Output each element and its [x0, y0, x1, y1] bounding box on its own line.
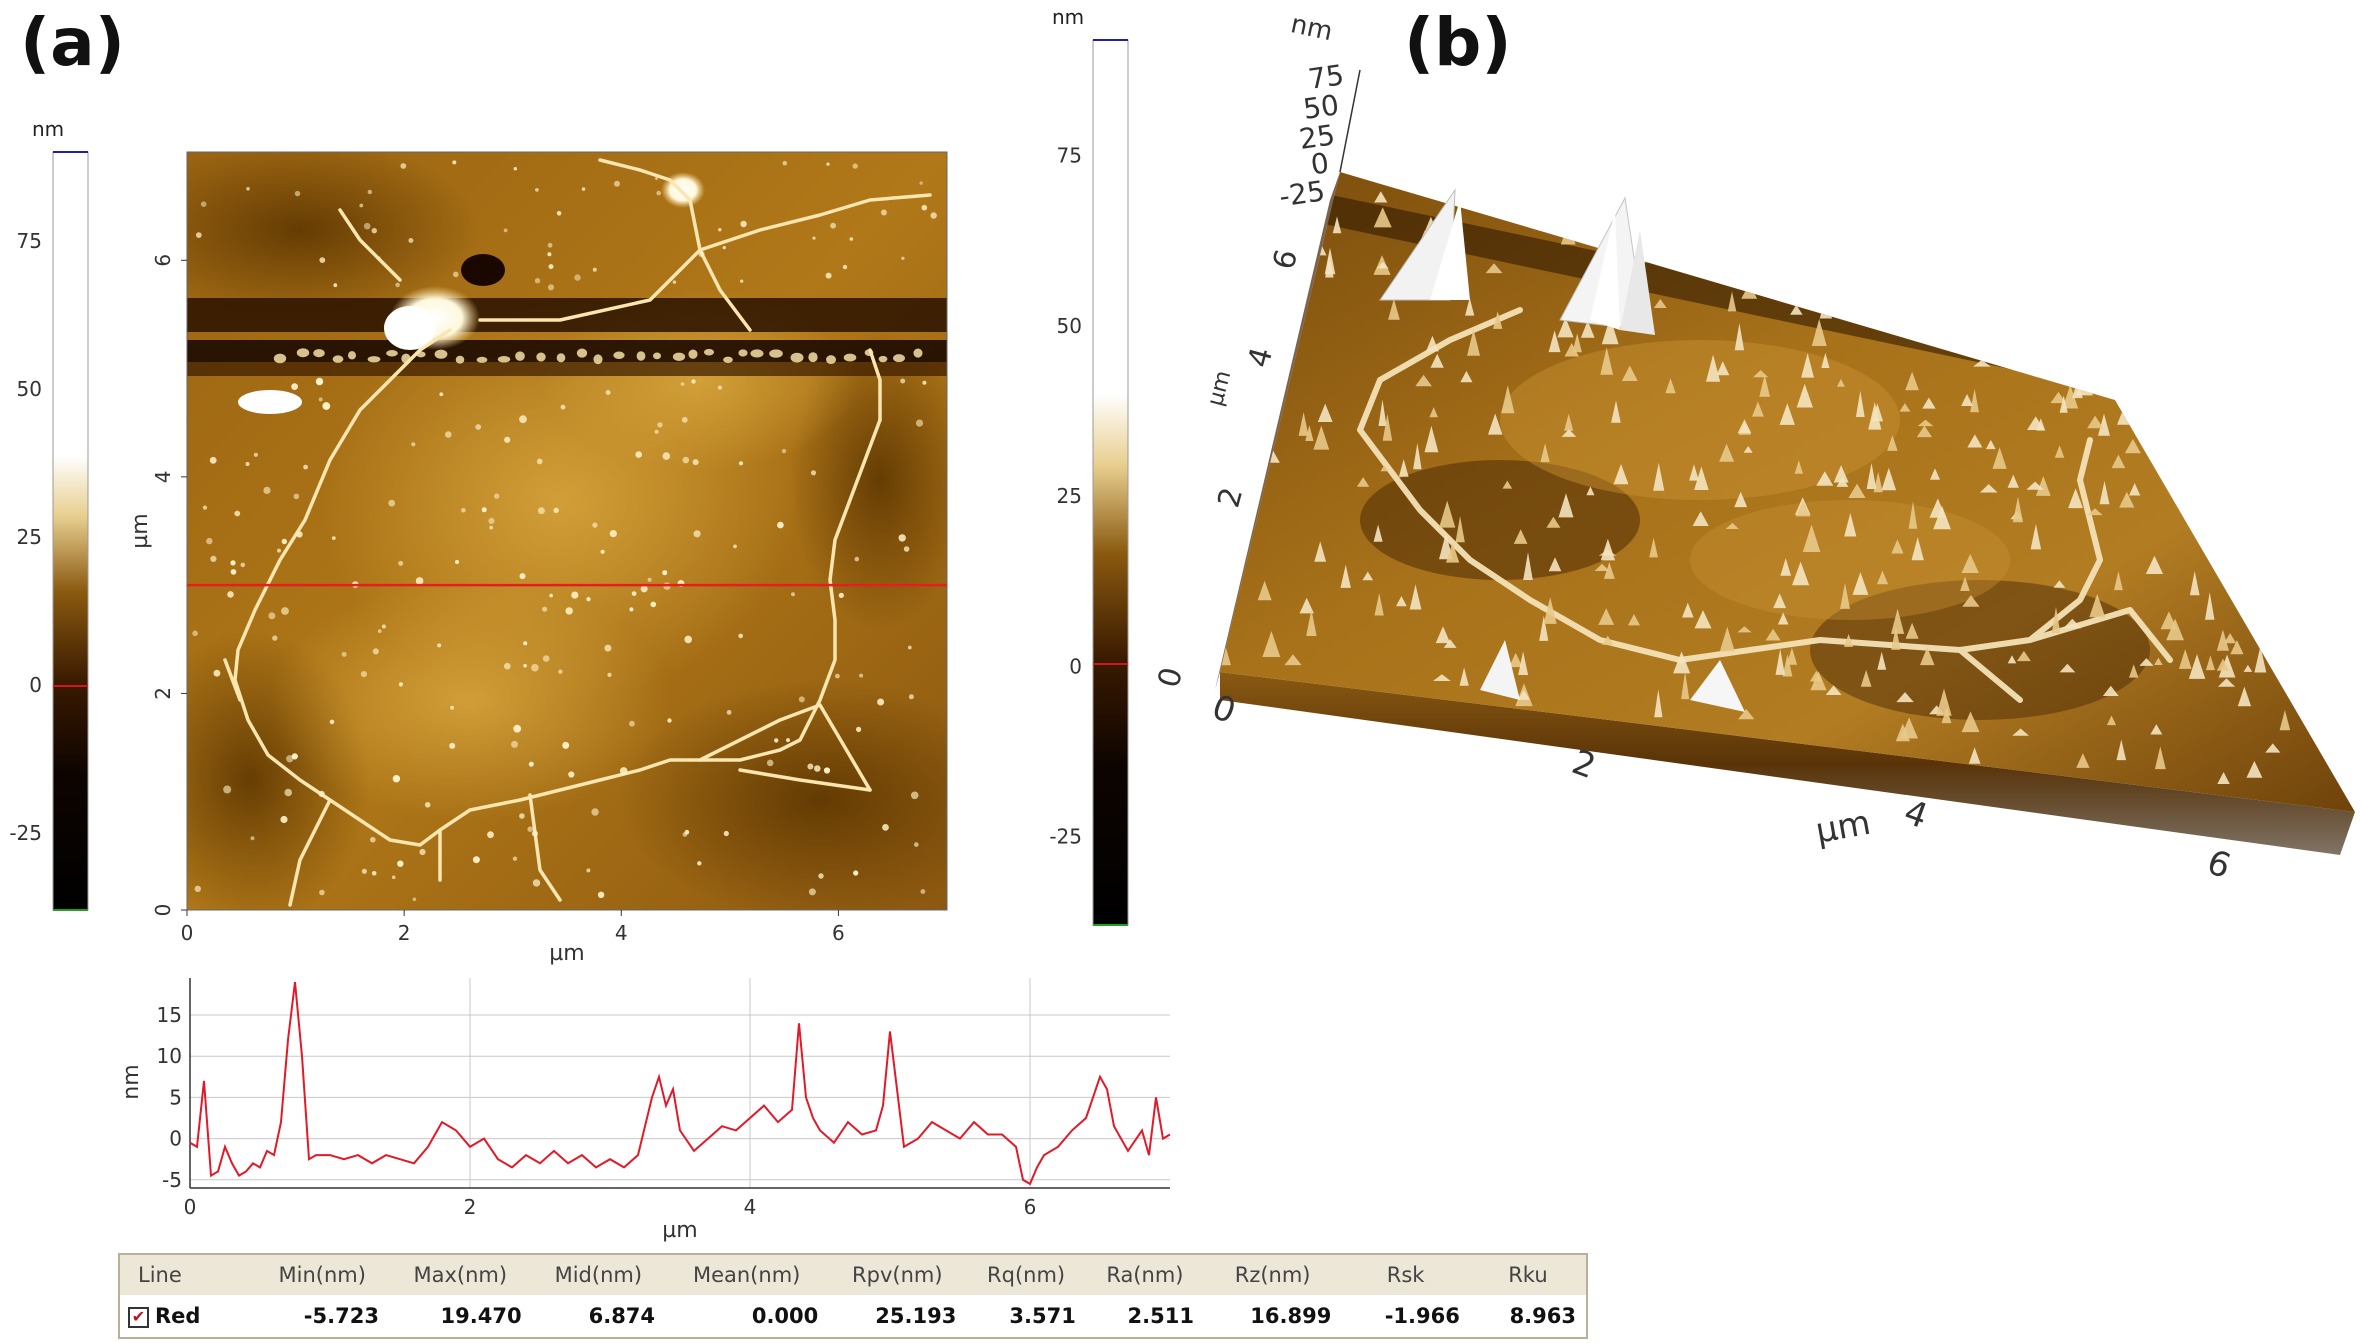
- roughness-stats-table: Line Min(nm) Max(nm) Mid(nm) Mean(nm) Rpv(nm)…: [118, 1253, 1588, 1339]
- stats-value-cell: 3.571: [1009, 1304, 1076, 1328]
- stats-header-cell: Rku: [1469, 1254, 1587, 1295]
- colorbar-tick: 50: [17, 377, 42, 401]
- colorbar-a-unit: nm: [32, 117, 64, 141]
- colorbar-b-ticks: 75 50 25 0 -25: [1049, 144, 1082, 849]
- colorbar-tick: 0: [29, 673, 42, 697]
- stats-value-cell: -1.966: [1384, 1304, 1460, 1328]
- afm-x-tick: 0: [181, 921, 194, 945]
- colorbar-tick: 25: [1057, 484, 1082, 508]
- colorbar-tick: 0: [1069, 654, 1082, 678]
- afm-x-tick: 6: [832, 921, 845, 945]
- stats-header-cell: Rpv(nm): [828, 1254, 967, 1295]
- colorbar-tick: 75: [17, 229, 42, 253]
- stats-value-cell: 19.470: [440, 1304, 522, 1328]
- afm-y-tick: 4: [151, 470, 175, 483]
- afm-axes: 0 2 4 6 0 2 4 6: [151, 254, 845, 945]
- stats-header-cell: Rz(nm): [1203, 1254, 1342, 1295]
- stats-header-cell: Rq(nm): [966, 1254, 1086, 1295]
- line-checkbox[interactable]: ✔: [128, 1306, 149, 1328]
- colorbar-tick: 75: [1057, 144, 1082, 168]
- stats-header-cell: Ra(nm): [1085, 1254, 1204, 1295]
- afm-height-image: [186, 151, 948, 911]
- colorbar-a-ticks: 75 50 25 0 -25: [9, 229, 42, 845]
- stats-header-cell: Min(nm): [255, 1254, 389, 1295]
- afm-y-tick: 0: [151, 904, 175, 917]
- stats-header-cell: Mean(nm): [665, 1254, 829, 1295]
- afm-y-tick: 6: [151, 254, 175, 267]
- panel-label-a: (a): [20, 4, 125, 81]
- stats-header-row: Line Min(nm) Max(nm) Mid(nm) Mean(nm) Rpv(nm)…: [119, 1254, 1587, 1295]
- stats-header-cell: Rsk: [1341, 1254, 1470, 1295]
- afm-y-label: µm: [128, 513, 153, 548]
- stats-header-cell: Mid(nm): [531, 1254, 666, 1295]
- afm-y-tick: 2: [151, 687, 175, 700]
- stats-header-cell: Max(nm): [388, 1254, 532, 1295]
- stats-value-cell: 0.000: [751, 1304, 819, 1328]
- stats-value-cell: -5.723: [303, 1304, 379, 1328]
- stats-value-cell: 25.193: [875, 1304, 957, 1328]
- colorbar-tick: -25: [9, 821, 42, 845]
- colorbar-tick: 25: [17, 525, 42, 549]
- stats-value-cell: 6.874: [588, 1304, 656, 1328]
- panel-label-b: (b): [1404, 4, 1512, 81]
- colorbar-tick: 50: [1057, 314, 1082, 338]
- stats-data-row[interactable]: ✔ Red -5.723 19.470 6.874 0.000 25.193 3.571 2.5…: [119, 1295, 1587, 1338]
- stats-header-cell: Line: [119, 1254, 256, 1295]
- afm-x-tick: 4: [615, 921, 628, 945]
- stats-value-cell: 8.963: [1509, 1304, 1576, 1328]
- colorbar-a: [52, 151, 89, 911]
- colorbar-b-unit: nm: [1052, 5, 1084, 29]
- stats-line-cell: ✔ Red: [119, 1295, 255, 1338]
- stats-value-cell: 16.899: [1250, 1304, 1332, 1328]
- afm-x-tick: 2: [398, 921, 411, 945]
- line-name: Red: [155, 1304, 201, 1328]
- colorbar-b: [1092, 39, 1129, 926]
- afm-x-label: µm: [549, 941, 584, 966]
- colorbar-tick: -25: [1049, 825, 1082, 849]
- stats-value-cell: 2.511: [1127, 1304, 1194, 1328]
